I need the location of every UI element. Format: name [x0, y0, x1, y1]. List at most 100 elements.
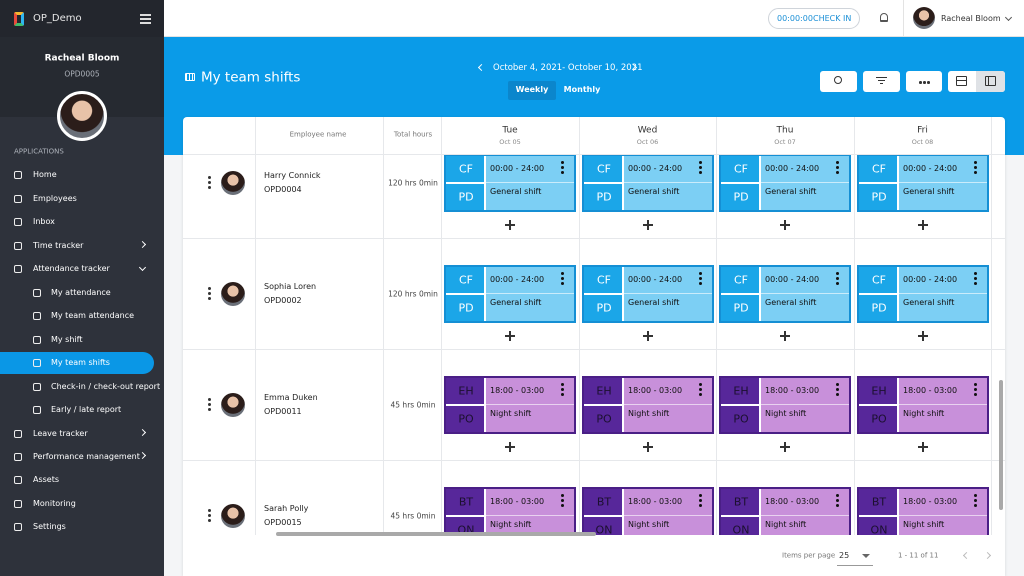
- menu-item[interactable]: Settings: [33, 522, 66, 531]
- more-menu[interactable]: [971, 272, 979, 286]
- menu-item[interactable]: Early / late report: [51, 405, 122, 414]
- menu-item[interactable]: Time tracker: [33, 241, 84, 250]
- shift-code-split: [446, 182, 486, 184]
- v-scrollbar[interactable]: [999, 380, 1003, 510]
- shift-card[interactable]: EH PO 18:00 - 03:00 Night shift: [582, 376, 714, 434]
- column-divider: [716, 117, 717, 535]
- shift-card[interactable]: CF PD 00:00 - 24:00 General shift: [719, 265, 851, 323]
- menu-item[interactable]: My attendance: [51, 288, 111, 297]
- menu-toggle[interactable]: [140, 14, 151, 16]
- shift-code-split: [584, 182, 624, 184]
- shift-code: CF: [871, 273, 887, 287]
- more-menu[interactable]: [696, 272, 704, 286]
- shift-card[interactable]: CF PD 00:00 - 24:00 General shift: [444, 265, 576, 323]
- menu-item[interactable]: Employees: [33, 194, 77, 203]
- more-menu[interactable]: [833, 494, 841, 508]
- menu-toggle[interactable]: [140, 22, 151, 24]
- menu-item[interactable]: Inbox: [33, 217, 55, 226]
- shift-info-split: [761, 182, 849, 183]
- tab[interactable]: Monthly: [563, 85, 601, 94]
- more-menu[interactable]: [558, 161, 566, 175]
- more-menu[interactable]: [696, 161, 704, 175]
- shift-name: Night shift: [490, 409, 532, 418]
- shift-name: General shift: [490, 298, 542, 307]
- day-date: Oct 07: [774, 137, 796, 146]
- menu-item[interactable]: Home: [33, 170, 57, 179]
- menu-item[interactable]: My shift: [51, 335, 83, 344]
- shift-time: 00:00 - 24:00: [490, 275, 545, 284]
- shift-card[interactable]: CF PD 00:00 - 24:00 General shift: [444, 155, 576, 212]
- shift-card[interactable]: CF PD 00:00 - 24:00 General shift: [857, 155, 989, 212]
- menu-item[interactable]: Monitoring: [33, 499, 76, 508]
- shift-card[interactable]: CF PD 00:00 - 24:00 General shift: [857, 265, 989, 323]
- more-menu[interactable]: [558, 494, 566, 508]
- shift-card[interactable]: EH PO 18:00 - 03:00 Night shift: [444, 376, 576, 434]
- menu-item[interactable]: Leave tracker: [33, 429, 88, 438]
- menu-icon: [33, 383, 41, 391]
- shift-card[interactable]: CF PD 00:00 - 24:00 General shift: [719, 155, 851, 212]
- menu-item[interactable]: My team shifts: [51, 358, 110, 367]
- shift-card[interactable]: EH PO 18:00 - 03:00 Night shift: [857, 376, 989, 434]
- menu-item[interactable]: Assets: [33, 475, 60, 484]
- shift-time: 18:00 - 03:00: [903, 386, 958, 395]
- menu-item[interactable]: Performance management: [33, 452, 140, 461]
- menu-toggle[interactable]: [140, 18, 151, 20]
- shift-code-split: [446, 515, 486, 517]
- profile-name: Racheal Bloom: [44, 53, 120, 64]
- bell-icon[interactable]: [880, 13, 888, 22]
- sidebar-section: APPLICATIONS: [14, 147, 64, 156]
- more-menu[interactable]: [971, 161, 979, 175]
- page-size[interactable]: 25: [839, 551, 850, 560]
- shift-card[interactable]: BT ON 18:00 - 03:00 Night shift: [857, 487, 989, 535]
- tab[interactable]: Weekly: [515, 85, 549, 94]
- shift-code: BT: [871, 495, 887, 509]
- shift-card[interactable]: EH PO 18:00 - 03:00 Night shift: [719, 376, 851, 434]
- check-in-button[interactable]: [768, 8, 860, 29]
- shift-card[interactable]: BT ON 18:00 - 03:00 Night shift: [444, 487, 576, 535]
- more-menu[interactable]: [205, 176, 213, 190]
- sidebar-brand-bar: [0, 0, 164, 37]
- user-name[interactable]: Racheal Bloom: [941, 14, 1001, 23]
- toolbar-button[interactable]: [863, 71, 900, 92]
- more-menu[interactable]: [971, 494, 979, 508]
- h-scrollbar[interactable]: [276, 532, 596, 536]
- more-menu[interactable]: [205, 398, 213, 412]
- more-menu[interactable]: [696, 494, 704, 508]
- menu-item[interactable]: Check-in / check-out report: [51, 382, 161, 391]
- shift-card[interactable]: BT ON 18:00 - 03:00 Night shift: [719, 487, 851, 535]
- shift-code-split: [446, 404, 486, 406]
- logo: [14, 12, 24, 26]
- shift-code: CF: [871, 162, 887, 176]
- shift-time: 00:00 - 24:00: [903, 164, 958, 173]
- shift-info-split: [624, 293, 712, 294]
- more-menu[interactable]: [833, 272, 841, 286]
- shift-code: PD: [596, 190, 612, 204]
- shift-code: PO: [596, 412, 612, 426]
- more-menu[interactable]: [833, 383, 841, 397]
- shift-code-split: [859, 182, 899, 184]
- shift-code-bg: [446, 489, 486, 535]
- column-header: Total hours: [393, 130, 433, 139]
- more-menu[interactable]: [696, 383, 704, 397]
- menu-item[interactable]: Attendance tracker: [33, 264, 110, 273]
- add-shift: [784, 220, 786, 230]
- more-menu[interactable]: [971, 383, 979, 397]
- shift-card[interactable]: CF PD 00:00 - 24:00 General shift: [582, 265, 714, 323]
- shift-code-bg: [859, 489, 899, 535]
- menu-item[interactable]: My team attendance: [51, 311, 135, 320]
- shift-code: PD: [871, 190, 887, 204]
- more-menu[interactable]: [833, 161, 841, 175]
- more-menu[interactable]: [205, 287, 213, 301]
- menu-icon: [14, 476, 22, 484]
- app-name: OP_Demo: [33, 13, 82, 24]
- shift-code: ON: [457, 523, 475, 536]
- shift-info-split: [486, 293, 574, 294]
- shift-card[interactable]: BT ON 18:00 - 03:00 Night shift: [582, 487, 714, 535]
- shift-code-bg: [584, 489, 624, 535]
- shift-card[interactable]: CF PD 00:00 - 24:00 General shift: [582, 155, 714, 212]
- more-menu[interactable]: [558, 272, 566, 286]
- shift-info-split: [899, 515, 987, 516]
- more-menu[interactable]: [205, 509, 213, 523]
- total-hours: 120 hrs 0min: [388, 178, 438, 188]
- more-menu[interactable]: [558, 383, 566, 397]
